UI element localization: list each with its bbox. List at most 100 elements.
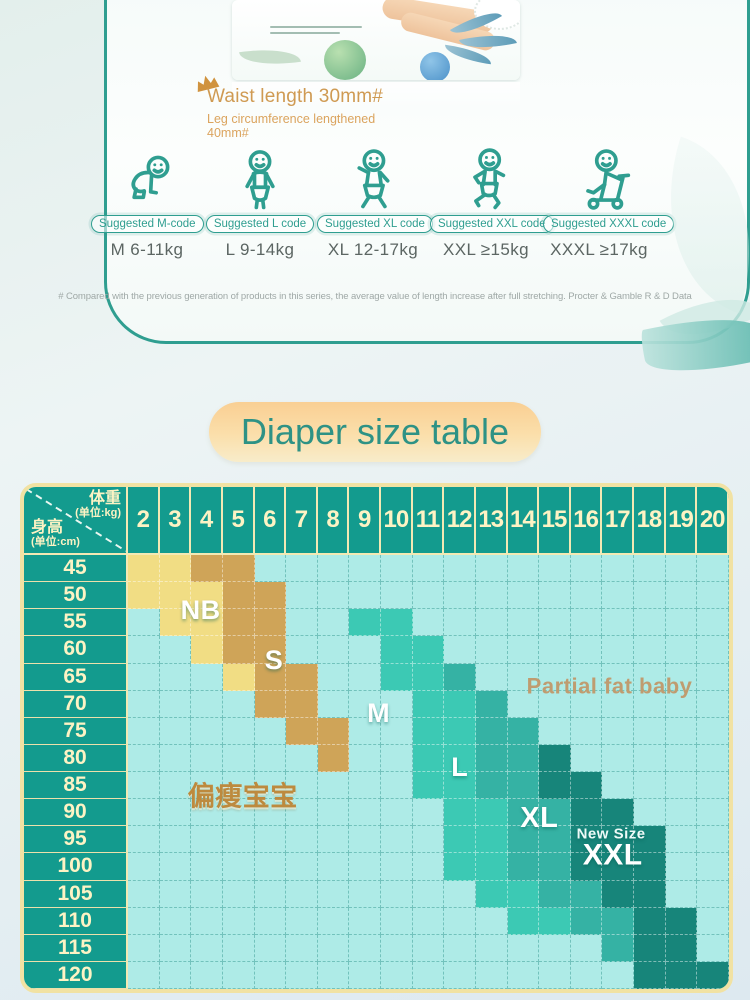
size-grid-cell bbox=[475, 880, 508, 908]
size-grid-cell bbox=[475, 636, 508, 664]
size-grid-cell bbox=[475, 772, 508, 800]
size-grid-cell bbox=[634, 690, 666, 718]
size-grid-cell bbox=[254, 636, 287, 664]
size-grid-cell bbox=[159, 826, 192, 854]
size-grid-cell bbox=[539, 717, 571, 745]
size-grid-cell bbox=[349, 853, 382, 881]
size-grid-cell bbox=[317, 934, 350, 962]
size-grid-cell bbox=[697, 690, 729, 718]
size-grid-cell bbox=[128, 853, 160, 881]
size-grid-cell bbox=[254, 690, 287, 718]
size-grid-cell bbox=[349, 934, 382, 962]
size-grid-cell bbox=[412, 934, 445, 962]
size-grid-cell bbox=[317, 880, 350, 908]
size-grid-cell bbox=[381, 636, 413, 664]
size-grid-cell bbox=[444, 934, 476, 962]
size-grid-cell bbox=[634, 663, 666, 691]
size-grid-cell bbox=[159, 555, 192, 583]
size-grid-cell bbox=[191, 826, 223, 854]
size-grid-cell bbox=[697, 772, 729, 800]
size-grid-cell bbox=[128, 799, 160, 827]
size-grid-cell bbox=[444, 636, 476, 664]
size-grid-cell bbox=[317, 663, 350, 691]
size-grid-cell bbox=[191, 717, 223, 745]
diaper-size-table: 体重 (单位:kg) 身高 (单位:cm) 2 3 4 5 6 7 8 9 10 11 12 13 14 15 16… bbox=[20, 483, 733, 993]
size-grid-cell bbox=[697, 717, 729, 745]
size-grid-cell bbox=[539, 555, 571, 583]
weight-header-cell: 5 bbox=[222, 487, 255, 555]
size-grid-cell bbox=[475, 663, 508, 691]
size-grid-cell bbox=[254, 907, 287, 935]
leaf-decoration bbox=[239, 43, 301, 71]
height-label-cell: 110 bbox=[24, 907, 128, 935]
size-grid-cell bbox=[602, 609, 635, 637]
callout-subtitle: Leg circumference lengthened 40mm# bbox=[207, 112, 375, 140]
size-grid-cell bbox=[539, 826, 571, 854]
size-grid-cell bbox=[507, 690, 540, 718]
size-grid-cell bbox=[507, 826, 540, 854]
size-grid-cell bbox=[159, 717, 192, 745]
size-grid-cell bbox=[602, 744, 635, 772]
size-grid-cell bbox=[128, 555, 160, 583]
package-text-line bbox=[270, 26, 362, 28]
size-grid-cell bbox=[697, 880, 729, 908]
size-grid-cell bbox=[570, 663, 603, 691]
size-grid-cell bbox=[349, 582, 382, 610]
size-grid-cell bbox=[349, 555, 382, 583]
size-grid-cell bbox=[570, 555, 603, 583]
y-axis-title: 身高 (单位:cm) bbox=[31, 519, 80, 549]
size-grid-cell bbox=[697, 961, 729, 989]
size-grid-cell bbox=[191, 663, 223, 691]
size-grid-cell bbox=[634, 880, 666, 908]
green-ball bbox=[324, 40, 366, 80]
size-grid-cell bbox=[191, 555, 223, 583]
size-grid-cell bbox=[286, 717, 318, 745]
size-grid-cell bbox=[507, 717, 540, 745]
size-grid-cell bbox=[191, 934, 223, 962]
size-grid-cell bbox=[254, 934, 287, 962]
size-grid-cell bbox=[159, 799, 192, 827]
size-grid-cell bbox=[191, 880, 223, 908]
size-grid-cell bbox=[507, 880, 540, 908]
size-grid-cell bbox=[381, 744, 413, 772]
size-grid-cell bbox=[128, 717, 160, 745]
size-grid-cell bbox=[317, 907, 350, 935]
package-text-line bbox=[270, 32, 340, 34]
size-grid-cell bbox=[286, 772, 318, 800]
size-grid-cell bbox=[507, 636, 540, 664]
size-grid-cell bbox=[570, 934, 603, 962]
size-grid-cell bbox=[507, 853, 540, 881]
weight-header-cell: 6 bbox=[254, 487, 287, 555]
x-axis-title: 体重 (单位:kg) bbox=[75, 490, 121, 520]
size-grid-cell bbox=[444, 744, 476, 772]
size-grid-cell bbox=[634, 717, 666, 745]
size-grid-cell bbox=[159, 772, 192, 800]
weight-header-cell: 17 bbox=[602, 487, 635, 555]
size-grid-cell bbox=[412, 663, 445, 691]
size-grid-cell bbox=[444, 961, 476, 989]
size-grid-cell bbox=[665, 609, 698, 637]
size-grid-cell bbox=[254, 853, 287, 881]
size-grid-cell bbox=[222, 636, 255, 664]
size-suggestion-m: Suggested M-code M 6-11kg bbox=[91, 146, 204, 260]
size-grid-cell bbox=[665, 772, 698, 800]
crown-icon bbox=[197, 75, 220, 93]
size-grid-cell bbox=[570, 744, 603, 772]
weight-header-cell: 7 bbox=[286, 487, 318, 555]
size-grid-cell bbox=[381, 555, 413, 583]
size-grid-cell bbox=[602, 663, 635, 691]
size-grid-cell bbox=[697, 663, 729, 691]
height-label-cell: 50 bbox=[24, 582, 128, 610]
size-grid-cell bbox=[412, 772, 445, 800]
size-grid-cell bbox=[254, 880, 287, 908]
weight-header-cell: 16 bbox=[570, 487, 603, 555]
size-grid-cell bbox=[159, 690, 192, 718]
size-grid-cell bbox=[128, 663, 160, 691]
size-grid-cell bbox=[444, 555, 476, 583]
size-grid-cell bbox=[634, 934, 666, 962]
size-grid-cell bbox=[539, 799, 571, 827]
size-grid-cell bbox=[412, 690, 445, 718]
size-grid-cell bbox=[191, 961, 223, 989]
size-grid-cell bbox=[634, 826, 666, 854]
weight-header-cell: 2 bbox=[128, 487, 160, 555]
